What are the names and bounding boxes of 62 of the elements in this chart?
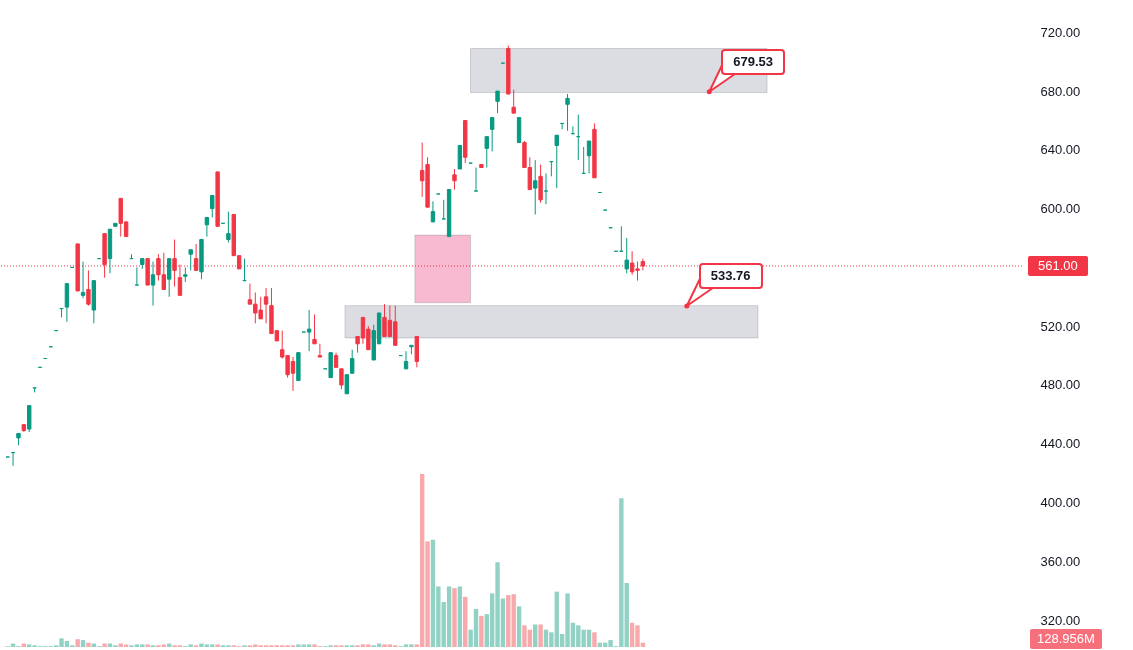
candlestick xyxy=(565,93,570,132)
bar xyxy=(80,640,86,647)
bar xyxy=(145,644,150,647)
y-tick-label: 360.00 xyxy=(1040,553,1081,569)
candlestick xyxy=(86,269,91,307)
candlestick xyxy=(263,287,269,324)
bar xyxy=(457,586,463,647)
y-tick-label: 600.00 xyxy=(1040,201,1081,217)
candlestick xyxy=(339,368,344,390)
y-tick-label: 680.00 xyxy=(1040,83,1081,99)
bar xyxy=(306,644,312,647)
candlestick xyxy=(586,140,592,174)
text: 128.956M xyxy=(1030,629,1102,649)
candlestick xyxy=(543,172,549,205)
candlestick xyxy=(188,249,193,271)
candlestick xyxy=(312,313,317,345)
candlestick xyxy=(210,194,215,218)
annotation: 679.53 xyxy=(721,48,786,75)
candlestick xyxy=(511,89,516,114)
candlestick xyxy=(484,136,489,169)
candlestick xyxy=(430,200,436,223)
candlestick xyxy=(350,349,355,374)
candlestick xyxy=(306,309,312,352)
candlestick xyxy=(226,211,231,243)
candlestick xyxy=(64,283,70,323)
bar xyxy=(102,643,107,647)
candlestick xyxy=(150,261,156,307)
candlestick xyxy=(495,90,500,114)
candlestick xyxy=(344,374,350,395)
bar xyxy=(463,596,468,647)
bar xyxy=(86,642,91,647)
candlestick xyxy=(489,117,495,152)
bar xyxy=(479,615,484,647)
candlestick xyxy=(80,261,86,299)
bar xyxy=(516,606,522,647)
ref-line-label: 561.00 xyxy=(1028,255,1088,276)
y-tick-label: 440.00 xyxy=(1040,436,1081,452)
y-tick-label: 400.00 xyxy=(1040,495,1081,511)
candlestick xyxy=(457,144,463,170)
candlestick xyxy=(554,134,559,189)
candlestick xyxy=(317,343,323,358)
candlestick xyxy=(538,164,543,204)
bar xyxy=(538,624,543,647)
candlestick xyxy=(166,258,172,298)
annotation: 533.76 xyxy=(698,262,763,289)
bar xyxy=(215,644,220,647)
bar xyxy=(446,586,452,647)
y-tick-label: 720.00 xyxy=(1040,24,1081,40)
candlestick xyxy=(27,405,32,433)
y-tick-label: 520.00 xyxy=(1040,318,1081,334)
candlestick xyxy=(473,167,479,192)
y-tick-label: 480.00 xyxy=(1040,377,1081,393)
bar xyxy=(75,639,80,647)
candlestick xyxy=(533,159,538,216)
bar xyxy=(123,644,129,647)
bar xyxy=(592,632,597,647)
candlestick xyxy=(624,237,629,274)
y-tick-label: 320.00 xyxy=(1040,612,1081,628)
y-tick-label: 640.00 xyxy=(1040,142,1081,158)
candlestick xyxy=(452,168,457,191)
bar xyxy=(452,588,457,647)
candlestick xyxy=(134,266,140,286)
